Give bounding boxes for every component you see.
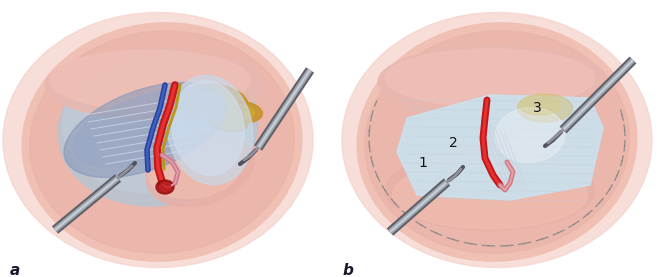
Ellipse shape	[357, 23, 637, 261]
Ellipse shape	[385, 150, 595, 230]
Ellipse shape	[342, 12, 652, 268]
Ellipse shape	[58, 50, 258, 206]
Ellipse shape	[146, 133, 254, 207]
Text: 3: 3	[533, 101, 541, 115]
Ellipse shape	[156, 180, 174, 194]
Text: a: a	[10, 263, 20, 277]
Ellipse shape	[208, 112, 248, 132]
Polygon shape	[397, 95, 603, 200]
Ellipse shape	[22, 23, 302, 261]
Ellipse shape	[50, 50, 250, 110]
Ellipse shape	[64, 83, 226, 178]
Ellipse shape	[378, 46, 608, 118]
Polygon shape	[397, 95, 603, 200]
Text: 1: 1	[419, 156, 427, 170]
Ellipse shape	[189, 84, 248, 116]
Ellipse shape	[167, 75, 253, 185]
Ellipse shape	[188, 99, 223, 117]
Ellipse shape	[30, 31, 295, 253]
Ellipse shape	[62, 51, 248, 193]
Ellipse shape	[45, 50, 265, 120]
Ellipse shape	[172, 81, 244, 175]
Ellipse shape	[225, 105, 254, 119]
Ellipse shape	[148, 137, 242, 199]
Ellipse shape	[495, 107, 565, 163]
Ellipse shape	[519, 95, 561, 115]
Ellipse shape	[385, 49, 595, 107]
Ellipse shape	[364, 31, 629, 253]
Ellipse shape	[217, 101, 262, 123]
Ellipse shape	[74, 89, 222, 167]
Ellipse shape	[517, 94, 572, 122]
Ellipse shape	[393, 161, 588, 229]
Ellipse shape	[199, 90, 238, 110]
Ellipse shape	[194, 102, 216, 114]
Text: 2: 2	[449, 136, 458, 150]
Ellipse shape	[3, 12, 313, 268]
Ellipse shape	[215, 115, 241, 129]
Ellipse shape	[160, 183, 170, 191]
Text: b: b	[343, 263, 354, 277]
